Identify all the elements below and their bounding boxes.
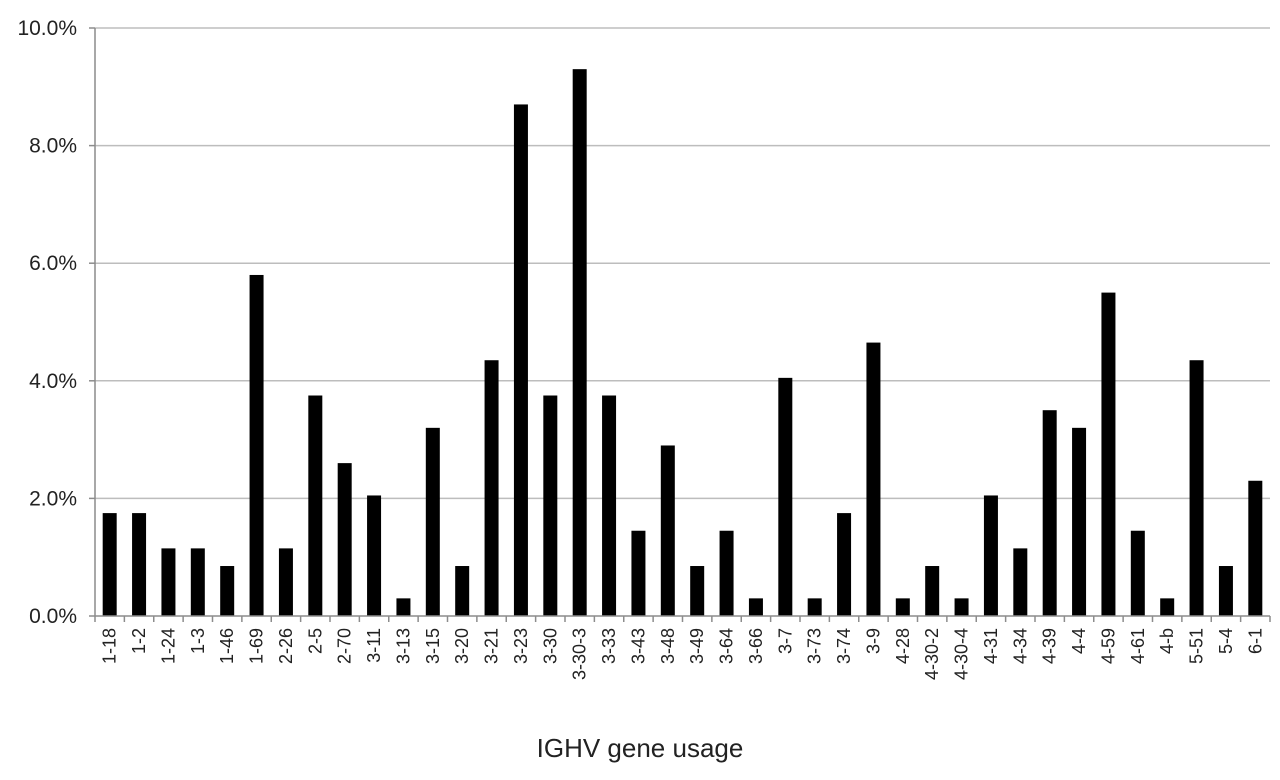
x-tick-label: 3-30 (540, 628, 560, 664)
x-tick-label: 3-74 (834, 628, 854, 664)
bar-3-66 (748, 598, 763, 616)
bar-4-31 (983, 495, 998, 616)
bar-1-3 (190, 548, 205, 616)
bar-3-30-3 (572, 69, 587, 616)
x-tick-label: 3-64 (717, 628, 737, 664)
x-tick-labels: 1-18 1-2 1-24 1-3 1-46 1-69 2-26 2-5 2-70 3-11 3-1… (100, 628, 1266, 680)
bar-3-21 (484, 360, 499, 616)
bar-3-20 (455, 566, 470, 616)
x-tick-label: 4-61 (1128, 628, 1148, 664)
bar-3-43 (631, 530, 646, 616)
bar-3-13 (396, 598, 411, 616)
x-tick-label: 5-4 (1216, 628, 1236, 654)
bar-1-46 (220, 566, 235, 616)
bar-5-51 (1189, 360, 1204, 616)
bar-1-69 (249, 274, 264, 616)
bar-5-4 (1218, 566, 1233, 616)
x-tick-label: 1-24 (158, 628, 178, 664)
bar-3-11 (367, 495, 382, 616)
bar-2-70 (337, 463, 352, 616)
x-tick-label: 4-28 (893, 628, 913, 664)
y-tick-labels: 0.0% 2.0% 4.0% 6.0% 8.0% 10.0% (17, 17, 77, 628)
x-tick-label: 4-4 (1069, 628, 1089, 654)
x-tick-label: 3-49 (687, 628, 707, 664)
bar-1-18 (102, 513, 117, 616)
x-tick-label: 2-26 (276, 628, 296, 664)
bar-2-5 (308, 395, 323, 616)
bar-2-26 (278, 548, 293, 616)
x-tick-label: 3-9 (863, 628, 883, 654)
x-tick-label: 4-34 (1010, 628, 1030, 664)
bar-4-b (1160, 598, 1175, 616)
bar-3-48 (660, 445, 675, 616)
x-axis-title: IGHV gene usage (537, 733, 744, 763)
y-tick-label: 4.0% (29, 370, 77, 393)
bar-3-7 (778, 377, 793, 616)
gridlines (95, 27, 1270, 500)
x-tick-label: 3-48 (658, 628, 678, 664)
y-tick-label: 8.0% (29, 135, 77, 158)
x-tick-label: 3-11 (364, 628, 384, 663)
bar-1-2 (132, 513, 147, 616)
x-tick-label: 4-30-4 (952, 628, 972, 680)
x-tick-label: 1-18 (100, 628, 120, 664)
x-tick-label: 3-33 (599, 628, 619, 664)
y-tick-label: 6.0% (29, 252, 77, 275)
x-tick-label: 2-5 (305, 628, 325, 654)
bar-3-74 (837, 513, 852, 616)
x-tick-label: 3-15 (423, 628, 443, 664)
x-tick-label: 3-13 (393, 628, 413, 664)
x-tick-label: 4-b (1157, 628, 1177, 654)
x-tick-label: 6-1 (1245, 628, 1265, 654)
x-tick-label: 1-3 (188, 628, 208, 654)
x-tick-label: 3-20 (452, 628, 472, 664)
bar-4-39 (1042, 410, 1057, 616)
y-tick-label: 10.0% (17, 17, 77, 40)
x-tick-label: 2-70 (335, 628, 355, 664)
x-tick-label: 4-30-2 (922, 628, 942, 680)
x-tick-label: 3-7 (775, 628, 795, 654)
y-tick-label: 2.0% (29, 487, 77, 510)
bar-1-24 (161, 548, 176, 616)
bar-3-73 (807, 598, 822, 616)
x-tick-label: 4-31 (981, 628, 1001, 664)
bar-3-33 (602, 395, 617, 616)
bar-3-64 (719, 530, 734, 616)
bar-4-30-4 (954, 598, 969, 616)
bar-4-28 (895, 598, 910, 616)
x-tick-label: 1-2 (129, 628, 149, 654)
bar-3-30 (543, 395, 558, 616)
x-tick-label: 5-51 (1187, 628, 1207, 664)
bar-3-23 (513, 104, 528, 616)
axes (89, 27, 1271, 622)
x-tick-label: 3-21 (482, 628, 502, 664)
x-tick-label: 3-30-3 (570, 628, 590, 680)
x-tick-label: 1-46 (217, 628, 237, 664)
bar-4-4 (1072, 427, 1087, 616)
x-tick-label: 1-69 (247, 628, 267, 664)
x-tick-label: 4-39 (1040, 628, 1060, 664)
bar-4-59 (1101, 292, 1116, 616)
x-tick-label: 4-59 (1098, 628, 1118, 664)
bars (102, 69, 1263, 616)
bar-4-34 (1013, 548, 1028, 616)
x-tick-label: 3-43 (628, 628, 648, 664)
bar-3-15 (425, 427, 440, 616)
bar-3-9 (866, 342, 881, 616)
bar-6-1 (1248, 480, 1263, 616)
bar-4-61 (1130, 530, 1145, 616)
y-tick-label: 0.0% (29, 605, 77, 628)
bar-3-49 (690, 566, 705, 616)
bar-4-30-2 (925, 566, 940, 616)
x-tick-label: 3-73 (805, 628, 825, 664)
x-tick-label: 3-23 (511, 628, 531, 664)
x-tick-label: 3-66 (746, 628, 766, 664)
